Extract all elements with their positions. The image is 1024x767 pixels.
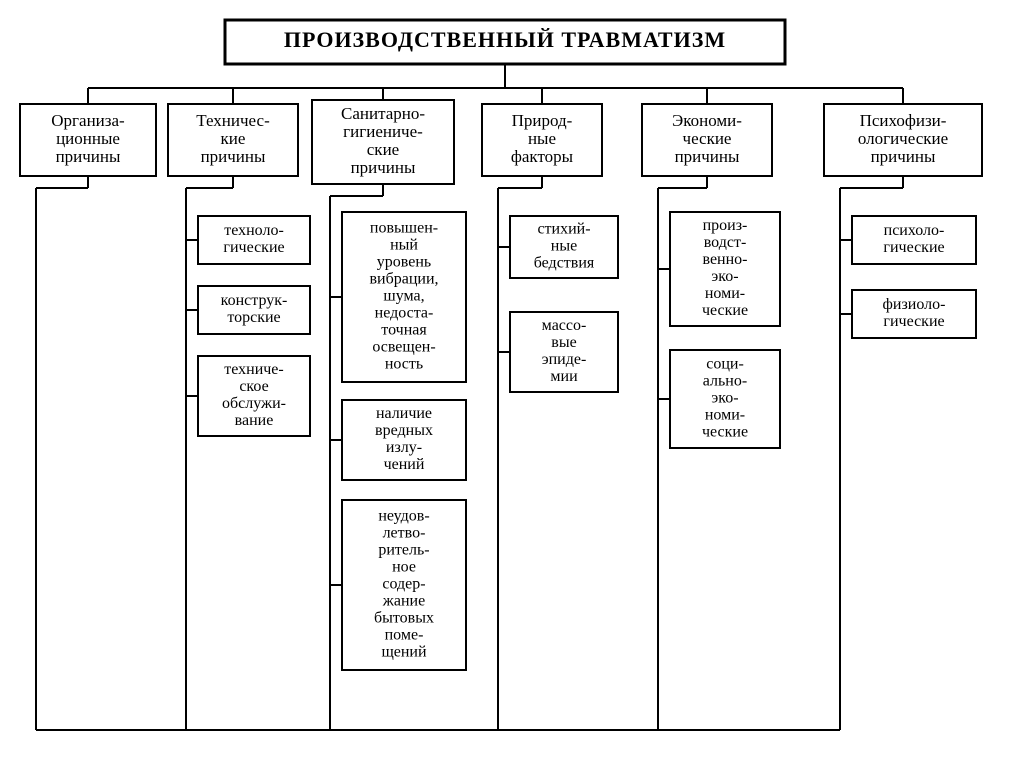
child-label-psy-0: психоло-гические bbox=[883, 222, 944, 256]
title-text: ПРОИЗВОДСТВЕННЫЙ ТРАВМАТИЗМ bbox=[284, 27, 726, 52]
category-label-org: Организа-ционныепричины bbox=[51, 111, 125, 166]
child-label-tech-0: техноло-гические bbox=[223, 222, 284, 256]
child-label-psy-1: физиоло-гические bbox=[883, 296, 946, 330]
category-label-san: Санитарно-гигиениче-скиепричины bbox=[341, 104, 425, 177]
category-label-psy: Психофизи-ологическиепричины bbox=[858, 111, 948, 166]
child-label-tech-1: конструк-торские bbox=[221, 292, 288, 326]
